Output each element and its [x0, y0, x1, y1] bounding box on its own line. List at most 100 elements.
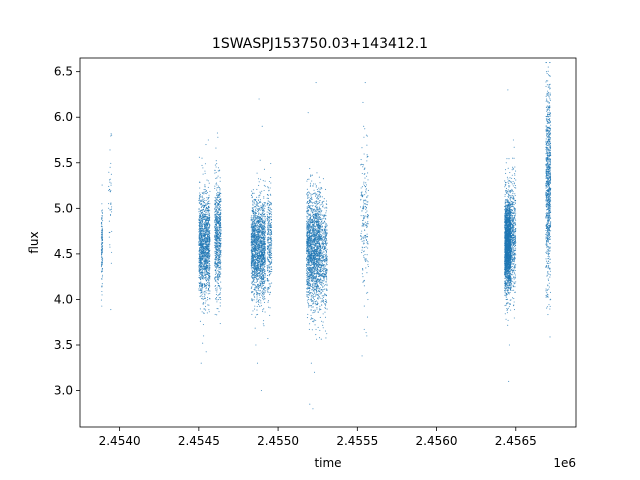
data-point	[202, 227, 204, 229]
data-point	[206, 312, 208, 314]
data-point	[269, 250, 271, 252]
data-point	[270, 238, 272, 240]
data-point	[214, 172, 216, 174]
data-point	[199, 272, 201, 274]
data-point	[260, 305, 263, 307]
data-point	[203, 256, 205, 258]
data-point	[220, 240, 222, 242]
data-point	[217, 271, 220, 273]
data-point	[207, 299, 209, 301]
data-point	[253, 274, 255, 276]
data-point	[108, 236, 110, 238]
data-point	[198, 208, 200, 211]
data-point	[262, 208, 264, 210]
data-point	[255, 254, 257, 256]
data-point	[203, 292, 205, 294]
data-point	[313, 193, 315, 195]
data-point	[202, 241, 204, 243]
data-point	[214, 265, 216, 267]
data-point	[317, 195, 319, 197]
data-point	[267, 291, 269, 293]
data-point	[202, 249, 205, 251]
data-point	[260, 205, 262, 207]
data-point	[270, 249, 272, 251]
data-point	[256, 268, 258, 270]
data-point	[101, 258, 103, 260]
data-point	[263, 293, 265, 295]
data-point	[254, 209, 257, 211]
data-point	[204, 209, 207, 211]
data-point	[261, 285, 263, 288]
data-point	[200, 224, 202, 226]
data-point	[217, 260, 219, 262]
data-point	[256, 252, 258, 254]
data-point	[199, 213, 201, 215]
data-point	[200, 267, 202, 269]
data-point	[201, 230, 203, 232]
data-point	[263, 226, 265, 228]
data-point	[200, 213, 202, 215]
data-point	[207, 227, 209, 229]
data-point	[198, 240, 200, 242]
data-point	[101, 253, 103, 255]
data-point	[208, 219, 210, 221]
data-point	[261, 226, 263, 228]
data-point	[319, 261, 321, 263]
data-point	[201, 265, 203, 268]
data-point	[207, 268, 209, 270]
data-point	[252, 204, 254, 206]
data-point	[204, 186, 206, 188]
data-point	[263, 274, 265, 276]
data-point	[308, 272, 310, 275]
data-point	[266, 287, 268, 289]
data-point	[259, 246, 261, 248]
data-point	[109, 231, 111, 234]
data-point	[266, 214, 268, 216]
data-point	[252, 259, 254, 262]
data-point	[219, 223, 221, 225]
data-point	[207, 304, 209, 306]
data-point	[315, 266, 317, 268]
data-point	[260, 266, 262, 268]
data-point	[268, 306, 270, 308]
data-point	[109, 244, 111, 246]
data-point	[267, 337, 269, 340]
data-point	[218, 232, 220, 234]
data-point	[100, 299, 102, 301]
data-point	[101, 211, 103, 213]
data-point	[256, 223, 259, 225]
data-point	[263, 215, 265, 217]
data-point	[262, 323, 264, 325]
data-point	[205, 258, 207, 260]
data-point	[198, 253, 200, 255]
data-point	[259, 240, 262, 242]
data-point	[269, 252, 271, 254]
data-point	[216, 246, 219, 248]
data-point	[216, 204, 218, 206]
data-point	[264, 231, 266, 233]
data-point	[257, 292, 259, 294]
data-point	[216, 287, 218, 289]
data-point	[257, 221, 259, 223]
data-point	[257, 234, 259, 237]
data-point	[258, 278, 260, 280]
data-point	[214, 238, 216, 240]
data-point	[203, 251, 205, 253]
data-point	[214, 202, 216, 204]
data-point	[260, 300, 262, 302]
data-point	[319, 283, 322, 285]
data-point	[200, 287, 202, 289]
data-point	[253, 266, 255, 268]
data-point	[315, 338, 318, 340]
data-point	[214, 164, 216, 166]
data-point	[218, 299, 220, 301]
data-point	[207, 203, 209, 205]
data-point	[263, 213, 265, 216]
data-point	[262, 294, 264, 296]
data-point	[215, 277, 217, 279]
data-point	[251, 218, 253, 220]
data-point	[201, 272, 204, 274]
data-point	[217, 295, 219, 297]
data-point	[101, 259, 103, 261]
